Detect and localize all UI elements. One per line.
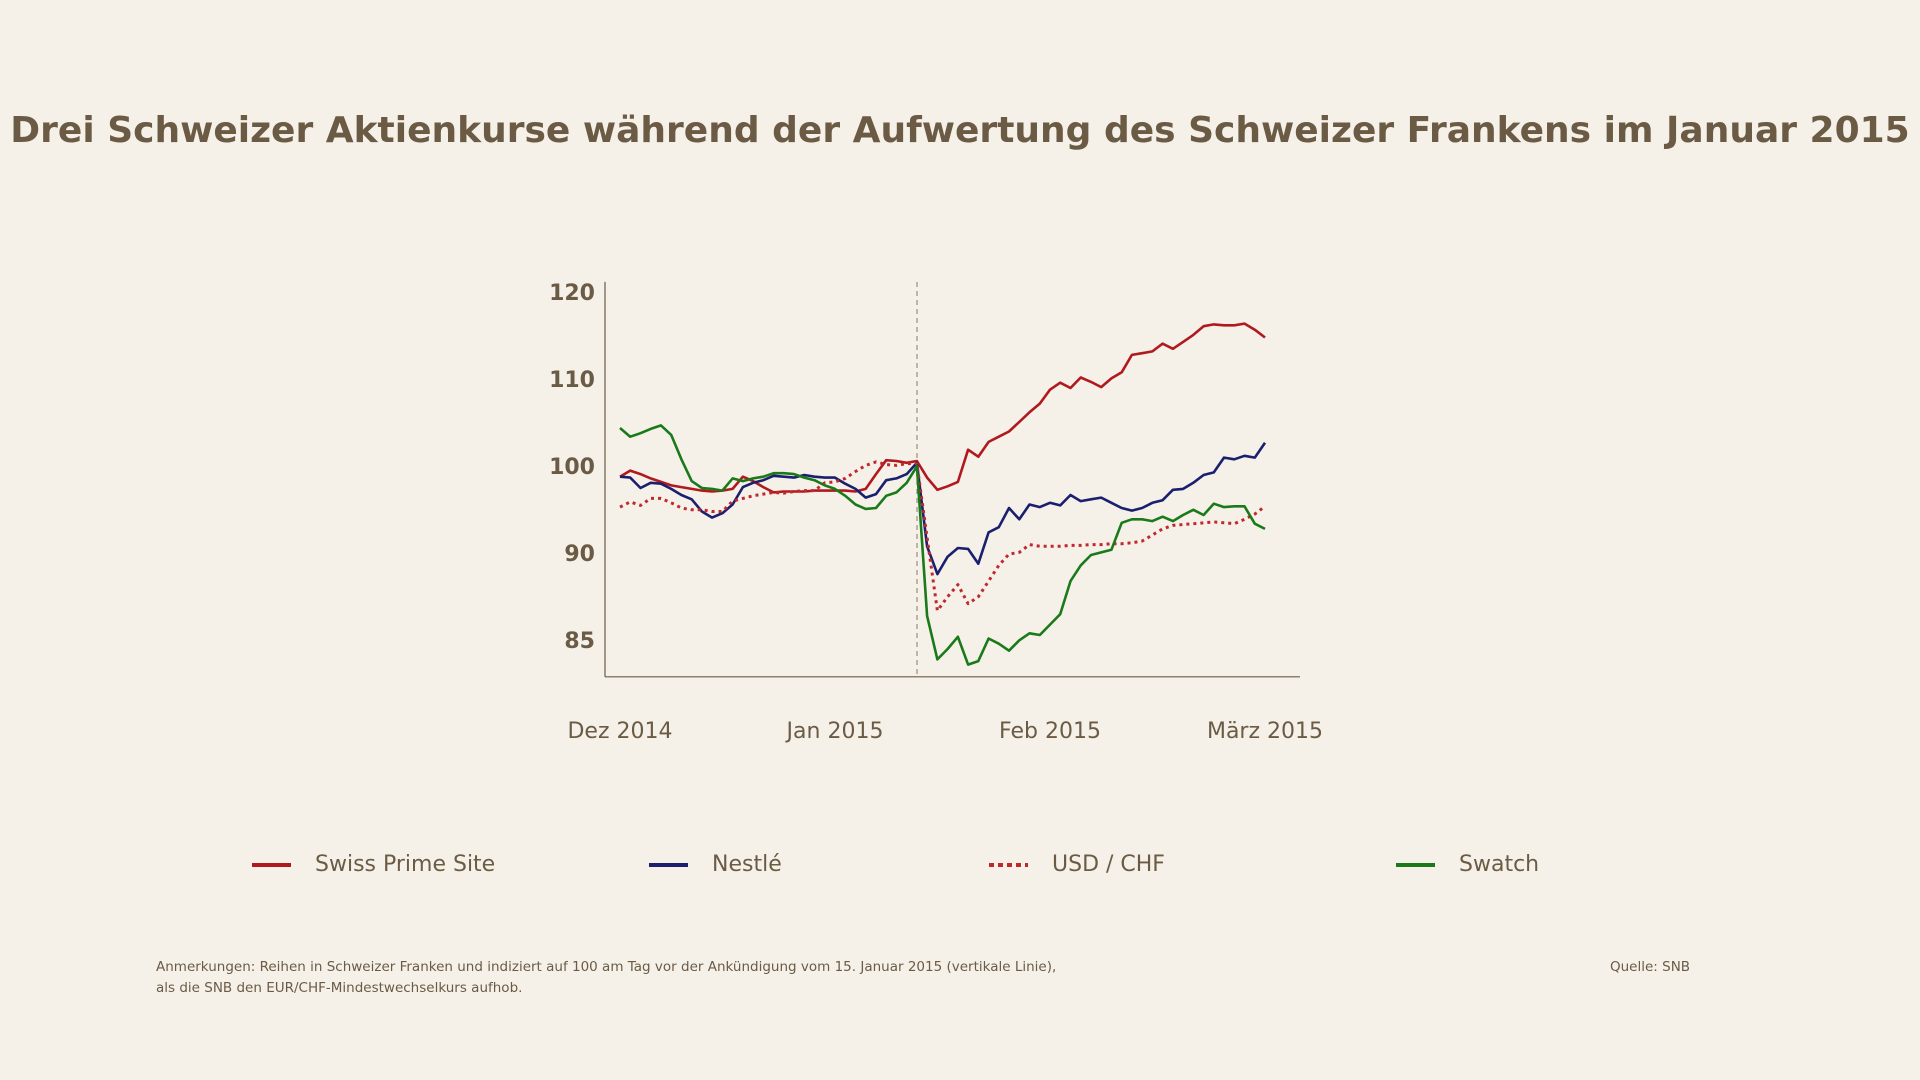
series-line bbox=[619, 424, 1266, 666]
series-line bbox=[619, 442, 1267, 576]
legend-label: Swiss Prime Site bbox=[315, 852, 495, 877]
legend-label: Nestlé bbox=[712, 852, 782, 877]
y-tick-label: 85 bbox=[564, 629, 595, 654]
x-tick-label: Jan 2015 bbox=[785, 719, 884, 744]
x-tick-label: März 2015 bbox=[1207, 719, 1323, 744]
y-tick-label: 90 bbox=[564, 542, 595, 567]
series-line bbox=[619, 322, 1266, 494]
chart-title: Drei Schweizer Aktienkurse während der A… bbox=[10, 110, 1909, 151]
source: Quelle: SNB bbox=[1610, 959, 1691, 975]
y-tick-label: 120 bbox=[549, 281, 595, 306]
y-tick-label: 110 bbox=[549, 368, 595, 393]
y-tick-label: 100 bbox=[549, 455, 595, 480]
series-line bbox=[619, 460, 1266, 613]
x-tick-label: Dez 2014 bbox=[567, 719, 672, 744]
note: Anmerkungen: Reihen in Schweizer Franken… bbox=[156, 959, 1057, 996]
legend-label: USD / CHF bbox=[1052, 852, 1165, 877]
legend-label: Swatch bbox=[1459, 852, 1539, 877]
x-tick-label: Feb 2015 bbox=[999, 719, 1101, 744]
